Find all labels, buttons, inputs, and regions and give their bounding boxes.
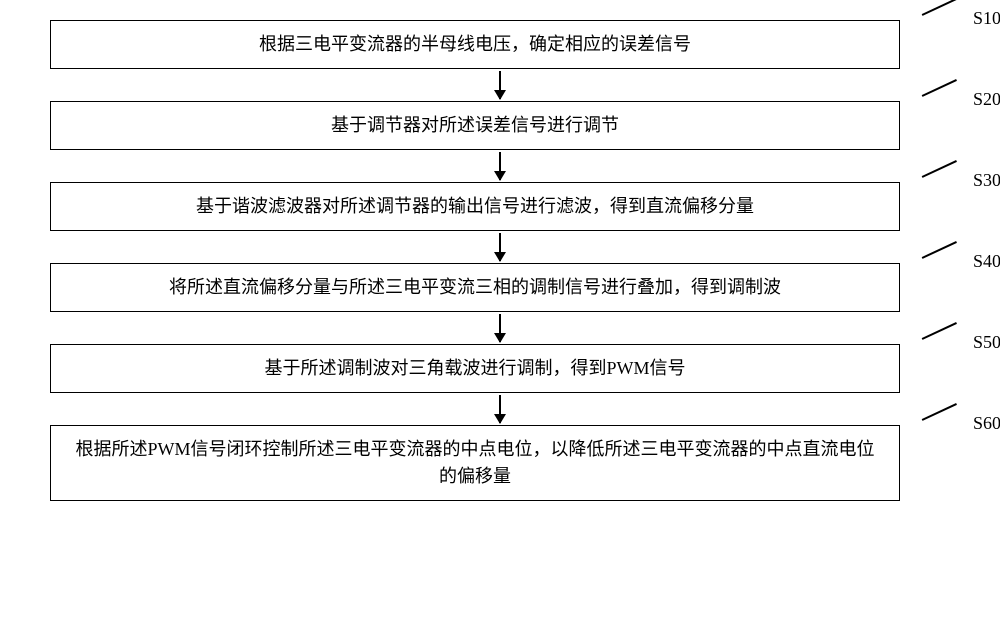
flow-step-label: S300: [973, 170, 1000, 191]
connector-line: [922, 241, 957, 258]
flow-step-row: 基于调节器对所述误差信号进行调节 S200: [50, 101, 950, 150]
flow-step-row: 将所述直流偏移分量与所述三电平变流三相的调制信号进行叠加，得到调制波 S400: [50, 263, 950, 312]
flow-step-label: S400: [973, 251, 1000, 272]
flow-step-label: S200: [973, 89, 1000, 110]
flow-step-box: 将所述直流偏移分量与所述三电平变流三相的调制信号进行叠加，得到调制波: [50, 263, 900, 312]
label-connector: [922, 257, 960, 259]
flow-arrow: [499, 152, 501, 180]
label-connector: [922, 176, 960, 178]
flow-step-box: 基于所述调制波对三角载波进行调制，得到PWM信号: [50, 344, 900, 393]
flow-arrow: [499, 395, 501, 423]
flow-step-text: 基于调节器对所述误差信号进行调节: [331, 112, 619, 139]
connector-line: [922, 403, 957, 420]
flow-arrow: [499, 314, 501, 342]
label-connector: [922, 14, 960, 16]
flow-step-label: S100: [973, 8, 1000, 29]
flow-step-row: 基于谐波滤波器对所述调节器的输出信号进行滤波，得到直流偏移分量 S300: [50, 182, 950, 231]
label-connector: [922, 419, 960, 421]
flow-step-label: S500: [973, 332, 1000, 353]
flow-arrow: [499, 233, 501, 261]
flow-step-text: 将所述直流偏移分量与所述三电平变流三相的调制信号进行叠加，得到调制波: [169, 274, 781, 301]
flow-step-row: 根据所述PWM信号闭环控制所述三电平变流器的中点电位，以降低所述三电平变流器的中…: [50, 425, 950, 501]
flow-step-row: 根据三电平变流器的半母线电压，确定相应的误差信号 S100: [50, 20, 950, 69]
connector-line: [922, 160, 957, 177]
flow-arrow: [499, 71, 501, 99]
flow-step-row: 基于所述调制波对三角载波进行调制，得到PWM信号 S500: [50, 344, 950, 393]
flow-step-box: 根据三电平变流器的半母线电压，确定相应的误差信号: [50, 20, 900, 69]
flow-step-text: 基于谐波滤波器对所述调节器的输出信号进行滤波，得到直流偏移分量: [196, 193, 754, 220]
flow-step-box: 根据所述PWM信号闭环控制所述三电平变流器的中点电位，以降低所述三电平变流器的中…: [50, 425, 900, 501]
label-connector: [922, 338, 960, 340]
connector-line: [922, 322, 957, 339]
connector-line: [922, 0, 957, 15]
connector-line: [922, 79, 957, 96]
label-connector: [922, 95, 960, 97]
flow-step-text: 基于所述调制波对三角载波进行调制，得到PWM信号: [264, 355, 685, 382]
flow-step-text: 根据三电平变流器的半母线电压，确定相应的误差信号: [259, 31, 691, 58]
flow-step-box: 基于谐波滤波器对所述调节器的输出信号进行滤波，得到直流偏移分量: [50, 182, 900, 231]
flow-step-text: 根据所述PWM信号闭环控制所述三电平变流器的中点电位，以降低所述三电平变流器的中…: [71, 436, 879, 490]
flowchart-container: 根据三电平变流器的半母线电压，确定相应的误差信号 S100 基于调节器对所述误差…: [50, 20, 950, 501]
flow-step-box: 基于调节器对所述误差信号进行调节: [50, 101, 900, 150]
flow-step-label: S600: [973, 413, 1000, 434]
